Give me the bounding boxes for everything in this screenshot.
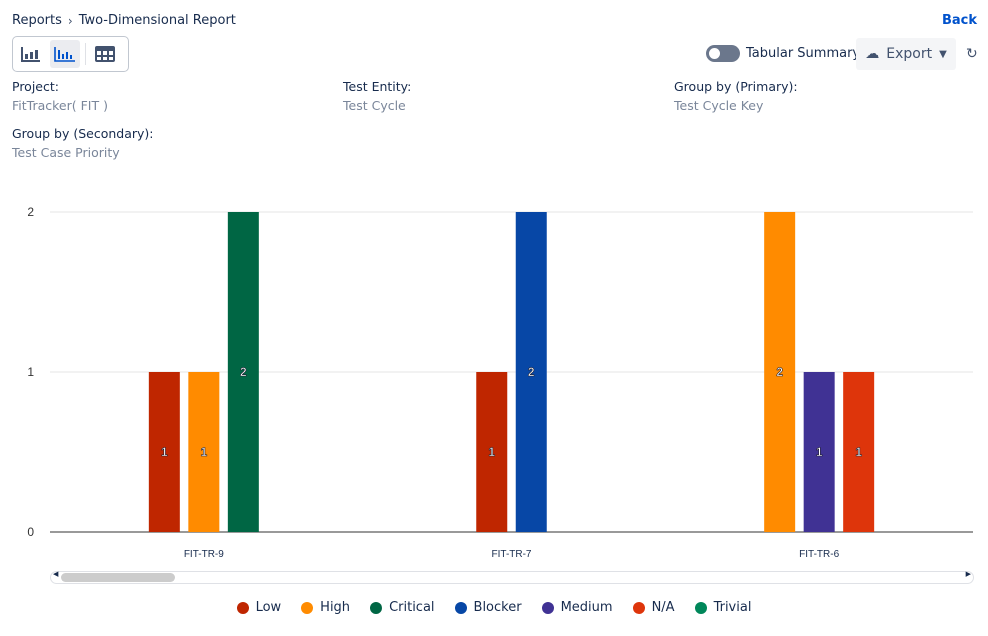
- scroll-left-icon[interactable]: ◀: [53, 570, 59, 578]
- data-label: 1: [200, 445, 207, 459]
- chevron-right-icon: ›: [67, 13, 73, 28]
- chart-legend: Low High Critical Blocker Medium N/A Trivial: [0, 600, 988, 615]
- bar-blocker-FIT-TR-7: [515, 212, 547, 532]
- legend-label: Critical: [389, 600, 435, 615]
- field-value: Test Case Priority: [12, 145, 120, 160]
- legend-item[interactable]: Medium: [541, 600, 613, 615]
- legend-label: Blocker: [473, 600, 522, 615]
- data-label: 1: [161, 445, 168, 459]
- bar-high-FIT-TR-6: [764, 212, 796, 532]
- scrollbar-thumb[interactable]: [61, 573, 175, 582]
- field-value: Test Cycle: [343, 98, 406, 113]
- legend-label: Low: [255, 600, 282, 615]
- bar-critical-FIT-TR-9: [227, 212, 259, 532]
- tabular-summary-toggle[interactable]: Tabular Summary: [706, 45, 860, 62]
- export-button[interactable]: ☁ Export ▼: [856, 38, 956, 70]
- chevron-down-icon: ▼: [939, 48, 947, 60]
- bar-chart-icon: [20, 47, 40, 62]
- toggle-switch[interactable]: [706, 45, 740, 62]
- data-label: 1: [816, 445, 823, 459]
- table-icon: [95, 46, 116, 62]
- divider: [84, 43, 86, 65]
- horizontal-scrollbar[interactable]: ◀ ▶: [50, 570, 974, 584]
- field-group-primary: Group by (Primary): Test Cycle Key: [674, 79, 798, 113]
- data-label: 2: [776, 365, 783, 379]
- legend-item[interactable]: Blocker: [454, 600, 522, 615]
- data-label: 1: [855, 445, 862, 459]
- bar-chart-view-button[interactable]: [16, 40, 45, 68]
- field-group-secondary: Group by (Secondary): Test Case Priority: [12, 126, 154, 160]
- legend-label: High: [320, 600, 351, 615]
- legend-dot-icon: [541, 601, 554, 614]
- page-title: Two-Dimensional Report: [78, 13, 236, 28]
- export-label: Export: [886, 46, 933, 62]
- grouped-bar-chart-view-button[interactable]: [50, 40, 80, 68]
- back-link[interactable]: Back: [941, 13, 977, 28]
- grouped-bar-chart: 0 1 2 1 1 2 FIT-TR-9 1 2 FIT-TR-7 2 1 1 FIT-TR-6: [27, 205, 973, 560]
- cloud-download-icon: ☁: [865, 46, 880, 62]
- legend-dot-icon: [632, 601, 645, 614]
- bar-low-FIT-TR-9: [148, 372, 180, 532]
- data-label: 2: [528, 365, 535, 379]
- field-label: Test Entity:: [343, 79, 412, 94]
- field-label: Group by (Primary):: [674, 79, 798, 94]
- legend-label: N/A: [651, 600, 675, 615]
- data-label: 1: [488, 445, 495, 459]
- legend-dot-icon: [454, 601, 467, 614]
- x-tick-label: FIT-TR-6: [799, 549, 839, 560]
- breadcrumb: Reports › Two-Dimensional Report: [12, 13, 236, 28]
- field-label: Project:: [12, 79, 59, 94]
- field-value: FitTracker( FIT ): [12, 98, 108, 113]
- x-tick-label: FIT-TR-7: [492, 549, 532, 560]
- table-view-button[interactable]: [91, 40, 120, 68]
- scroll-right-icon[interactable]: ▶: [965, 570, 971, 578]
- legend-item[interactable]: Trivial: [694, 600, 752, 615]
- toggle-label: Tabular Summary: [746, 46, 861, 61]
- legend-dot-icon: [236, 601, 249, 614]
- y-tick-label: 1: [27, 365, 34, 379]
- view-switcher: [12, 36, 129, 72]
- legend-label: Trivial: [713, 600, 752, 615]
- field-value: Test Cycle Key: [674, 98, 764, 113]
- x-tick-label: FIT-TR-9: [184, 549, 224, 560]
- y-tick-label: 2: [27, 205, 34, 219]
- data-label: 2: [240, 365, 247, 379]
- legend-dot-icon: [694, 601, 707, 614]
- y-tick-label: 0: [27, 525, 34, 539]
- field-test-entity: Test Entity: Test Cycle: [343, 79, 411, 113]
- bar-high-FIT-TR-9: [188, 372, 220, 532]
- refresh-icon[interactable]: ↻: [966, 46, 978, 62]
- bar-medium-FIT-TR-6: [803, 372, 835, 532]
- breadcrumb-reports[interactable]: Reports: [12, 13, 62, 28]
- legend-item[interactable]: High: [301, 600, 350, 615]
- field-project: Project: FitTracker( FIT ): [12, 79, 108, 113]
- field-label: Group by (Secondary):: [12, 126, 154, 141]
- legend-item[interactable]: Critical: [370, 600, 435, 615]
- legend-item[interactable]: Low: [236, 600, 282, 615]
- legend-dot-icon: [301, 601, 314, 614]
- legend-label: Medium: [560, 600, 613, 615]
- bar-low-FIT-TR-7: [476, 372, 508, 532]
- grouped-bar-chart-icon: [54, 47, 76, 62]
- legend-dot-icon: [370, 601, 383, 614]
- bar-na-FIT-TR-6: [843, 372, 875, 532]
- legend-item[interactable]: N/A: [632, 600, 675, 615]
